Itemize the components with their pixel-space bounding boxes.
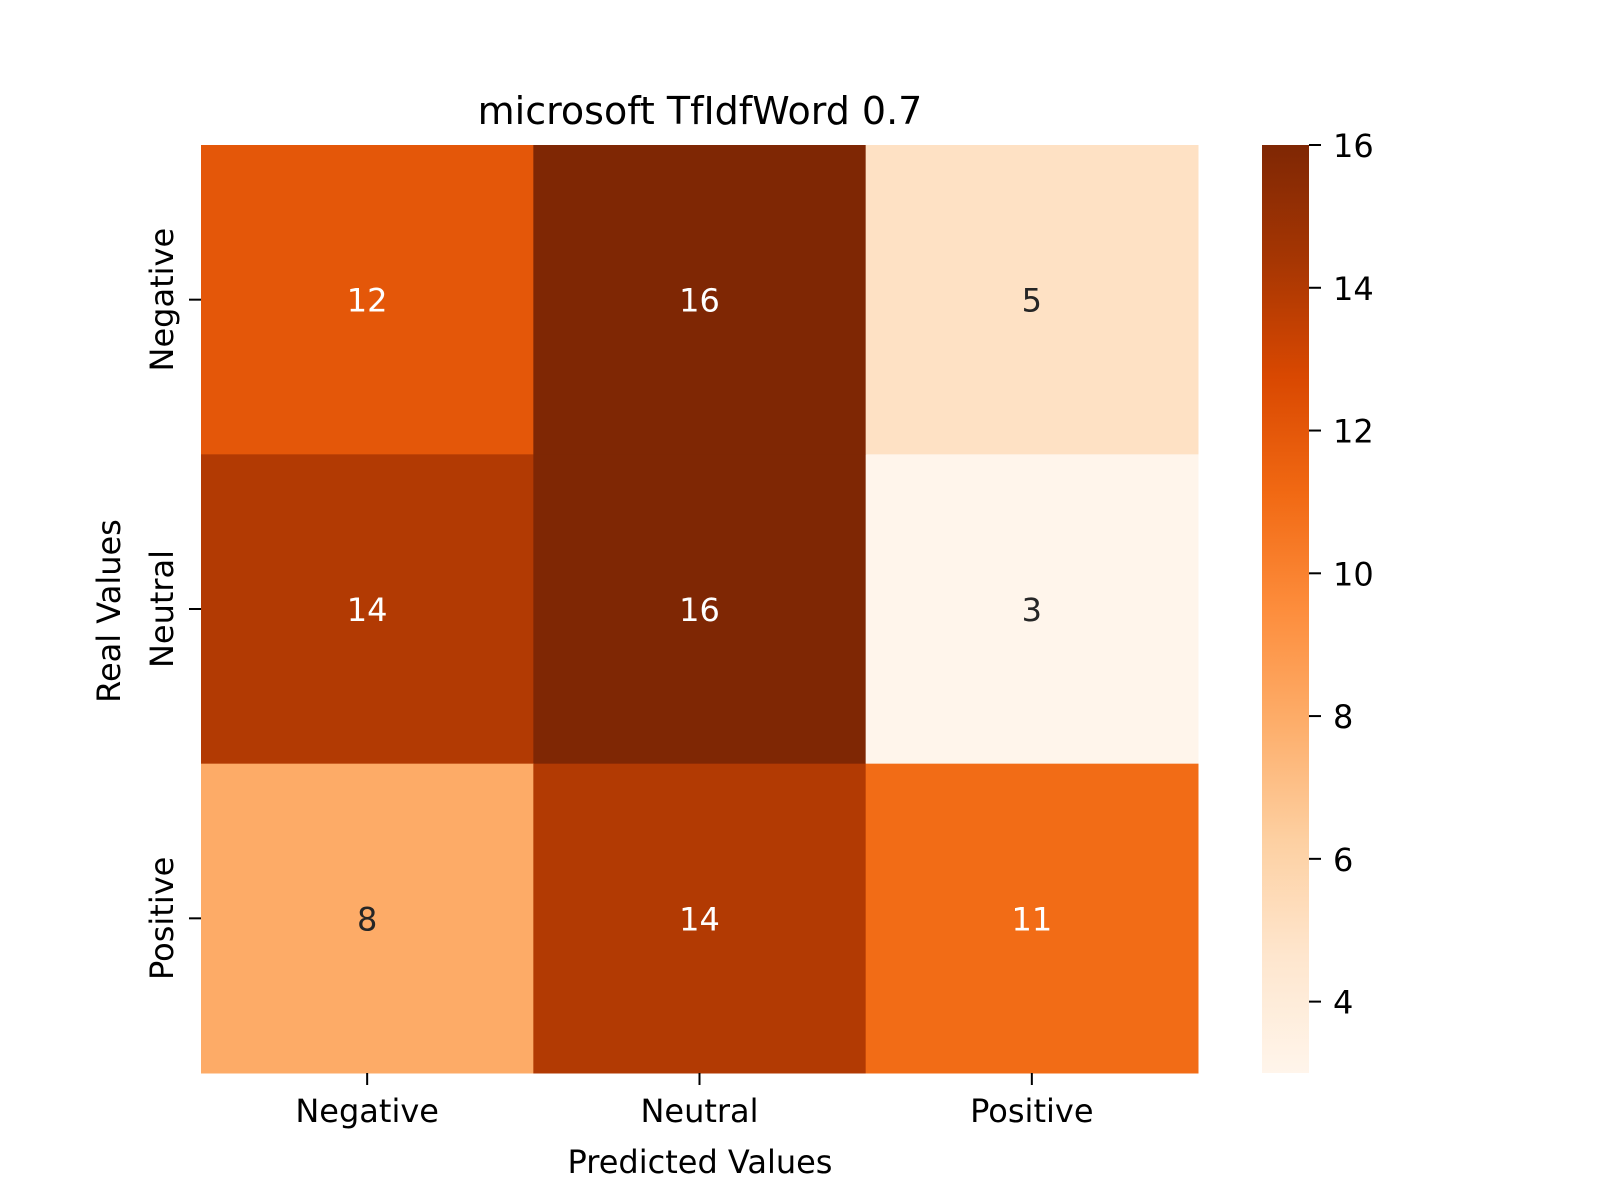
colorbar-tick-label: 4 bbox=[1333, 984, 1353, 1022]
cell-value-label: 11 bbox=[1011, 900, 1052, 938]
heatmap-cell bbox=[865, 145, 1199, 455]
cell-value-label: 16 bbox=[679, 282, 720, 320]
y-axis-label: Real Values bbox=[90, 519, 128, 703]
heatmap-cell bbox=[201, 145, 534, 455]
colorbar-tick-label: 14 bbox=[1333, 270, 1374, 308]
cell-value-label: 5 bbox=[1022, 282, 1042, 320]
y-tick-label: Negative bbox=[143, 228, 181, 372]
colorbar-tick-label: 10 bbox=[1333, 555, 1374, 593]
x-axis: Negative Neutral Positive bbox=[295, 1073, 1094, 1130]
heatmap-cell-labels: 12 16 5 14 16 3 8 14 11 bbox=[347, 282, 1052, 939]
y-tick-label: Neutral bbox=[143, 550, 181, 668]
x-axis-label: Predicted Values bbox=[568, 1143, 833, 1181]
x-tick-label: Positive bbox=[970, 1092, 1093, 1130]
heatmap-cells bbox=[201, 145, 1199, 1074]
colorbar-gradient bbox=[1262, 145, 1309, 1073]
cell-value-label: 3 bbox=[1022, 591, 1042, 629]
cell-value-label: 8 bbox=[357, 900, 377, 938]
colorbar-tick-label: 6 bbox=[1333, 841, 1353, 879]
heatmap-cell bbox=[201, 763, 534, 1074]
heatmap-cell bbox=[865, 454, 1199, 765]
cell-value-label: 16 bbox=[679, 591, 720, 629]
heatmap-cell bbox=[533, 145, 867, 455]
colorbar-tick-label: 16 bbox=[1333, 127, 1374, 165]
cell-value-label: 14 bbox=[347, 591, 388, 629]
x-tick-label: Negative bbox=[295, 1092, 439, 1130]
colorbar-tick-label: 8 bbox=[1333, 698, 1353, 736]
heatmap-cell bbox=[533, 763, 867, 1074]
y-axis: Negative Neutral Positive bbox=[143, 228, 201, 980]
colorbar: 4 6 8 10 12 14 16 bbox=[1262, 127, 1374, 1073]
cell-value-label: 14 bbox=[679, 900, 720, 938]
chart-title: microsoft TfIdfWord 0.7 bbox=[478, 89, 923, 133]
heatmap-cell bbox=[865, 763, 1199, 1074]
colorbar-tick-label: 12 bbox=[1333, 413, 1374, 451]
cell-value-label: 12 bbox=[347, 282, 388, 320]
x-tick-label: Neutral bbox=[640, 1092, 758, 1130]
y-tick-label: Positive bbox=[143, 857, 181, 980]
heatmap-cell bbox=[533, 454, 867, 765]
heatmap-cell bbox=[201, 454, 534, 765]
